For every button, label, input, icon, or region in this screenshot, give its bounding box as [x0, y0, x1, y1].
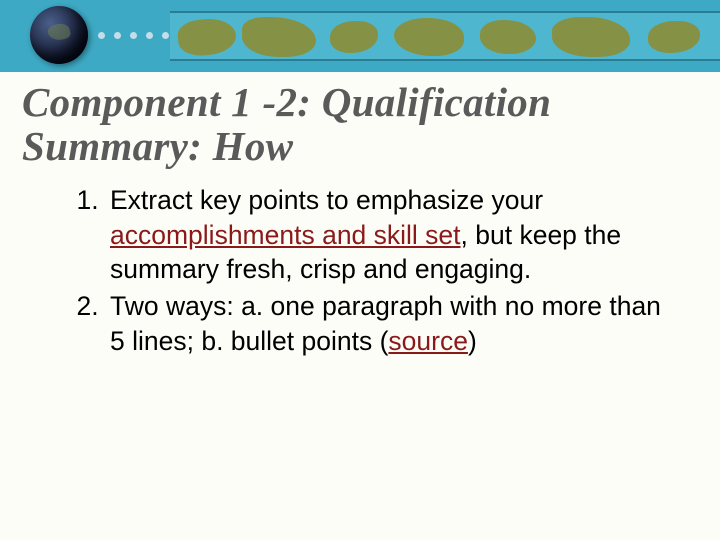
slide-title: Component 1 -2: Qualification Summary: H…	[22, 80, 720, 169]
list-item: Two ways: a. one paragraph with no more …	[106, 289, 662, 359]
globe-icon	[30, 6, 88, 64]
accomplishments-link[interactable]: accomplishments and skill set	[110, 220, 461, 250]
item-text-pre: Two ways: a. one paragraph with no more …	[110, 291, 661, 356]
content-list: Extract key points to emphasize your acc…	[58, 183, 662, 360]
header-banner	[0, 0, 720, 72]
world-map-band	[170, 11, 720, 61]
list-item: Extract key points to emphasize your acc…	[106, 183, 662, 288]
item-text-post: )	[468, 326, 477, 356]
item-text-pre: Extract key points to emphasize your	[110, 185, 543, 215]
source-link[interactable]: source	[388, 326, 468, 356]
